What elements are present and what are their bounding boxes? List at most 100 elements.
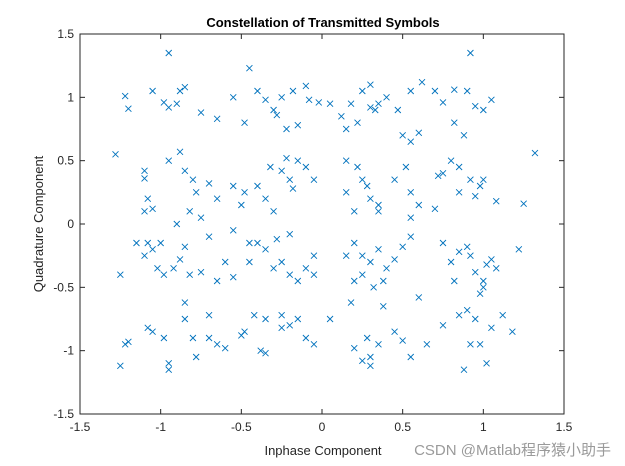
data-point xyxy=(117,271,124,278)
data-point xyxy=(399,243,406,251)
data-point xyxy=(176,148,184,156)
y-tick-label: -1.5 xyxy=(53,407,74,421)
data-point xyxy=(455,248,463,256)
data-point xyxy=(254,182,261,190)
data-point xyxy=(483,360,490,367)
data-point xyxy=(270,106,277,114)
data-point xyxy=(354,163,361,171)
data-point xyxy=(370,284,377,291)
data-point xyxy=(463,243,471,251)
data-point xyxy=(197,214,205,221)
data-point xyxy=(213,115,221,123)
data-point xyxy=(289,87,297,95)
data-point xyxy=(197,268,205,276)
data-point xyxy=(342,252,350,259)
data-point xyxy=(342,157,350,164)
data-point xyxy=(407,87,415,95)
data-point xyxy=(383,94,390,101)
data-point xyxy=(181,299,189,306)
data-point xyxy=(213,277,221,285)
data-point xyxy=(160,271,168,278)
data-point xyxy=(157,239,164,247)
data-point xyxy=(310,271,318,278)
data-point xyxy=(399,337,406,344)
data-point xyxy=(439,99,447,106)
data-point xyxy=(165,157,173,164)
data-point xyxy=(270,265,277,272)
data-point xyxy=(367,195,374,202)
data-point xyxy=(326,315,334,323)
data-point xyxy=(467,49,474,57)
data-point xyxy=(471,192,479,200)
data-point xyxy=(350,208,358,215)
data-point xyxy=(407,233,415,240)
data-point xyxy=(350,344,358,352)
data-point xyxy=(294,277,302,285)
data-point xyxy=(273,235,281,243)
data-point xyxy=(399,132,406,139)
data-point xyxy=(165,104,173,111)
y-tick-label: 1 xyxy=(67,90,74,104)
data-point xyxy=(476,290,484,297)
data-point xyxy=(350,277,358,285)
data-point xyxy=(133,239,140,247)
data-point xyxy=(338,113,345,120)
data-point xyxy=(480,106,487,114)
data-point xyxy=(326,100,334,107)
data-point xyxy=(515,246,523,253)
data-point xyxy=(531,149,539,157)
data-point xyxy=(302,82,310,90)
data-point xyxy=(283,125,290,133)
data-point xyxy=(305,96,313,104)
data-point xyxy=(181,167,189,175)
x-tick-label: 1 xyxy=(480,420,487,434)
data-point xyxy=(302,265,310,272)
data-point xyxy=(375,208,382,215)
data-point xyxy=(149,328,156,335)
data-point xyxy=(463,87,471,95)
data-point xyxy=(144,324,152,332)
data-point xyxy=(241,119,248,126)
data-point xyxy=(391,328,398,335)
data-point xyxy=(205,180,213,187)
data-point xyxy=(278,324,285,332)
data-point xyxy=(229,273,237,281)
data-point xyxy=(257,347,265,354)
data-point xyxy=(278,167,285,175)
data-point xyxy=(294,157,302,164)
data-point xyxy=(367,81,374,88)
data-point xyxy=(205,334,213,342)
data-point xyxy=(359,87,366,95)
y-tick-label: -0.5 xyxy=(53,280,74,294)
data-point xyxy=(447,258,455,266)
data-point xyxy=(165,366,173,373)
data-point xyxy=(241,189,248,196)
data-point xyxy=(375,100,382,107)
data-point xyxy=(391,256,398,263)
data-point xyxy=(363,182,371,190)
data-point xyxy=(471,102,479,110)
data-point xyxy=(463,306,471,314)
data-point xyxy=(402,163,410,171)
data-point xyxy=(117,362,124,370)
data-point xyxy=(460,366,468,373)
x-tick-label: 0 xyxy=(319,420,326,434)
data-point xyxy=(447,157,455,164)
data-point xyxy=(189,176,197,183)
data-point xyxy=(181,83,189,91)
data-point xyxy=(262,349,269,357)
data-point xyxy=(359,176,366,183)
data-point xyxy=(125,338,132,346)
data-point xyxy=(286,322,294,329)
watermark: CSDN @Matlab程序猿小助手 xyxy=(414,442,611,459)
data-point xyxy=(186,271,194,278)
data-point xyxy=(302,163,310,171)
data-point xyxy=(186,208,194,215)
data-point xyxy=(144,195,152,202)
data-point xyxy=(229,94,237,101)
data-point xyxy=(302,334,310,342)
data-point xyxy=(371,106,379,114)
data-point xyxy=(238,201,245,209)
y-tick-label: -1 xyxy=(63,344,74,358)
data-point xyxy=(283,154,290,162)
